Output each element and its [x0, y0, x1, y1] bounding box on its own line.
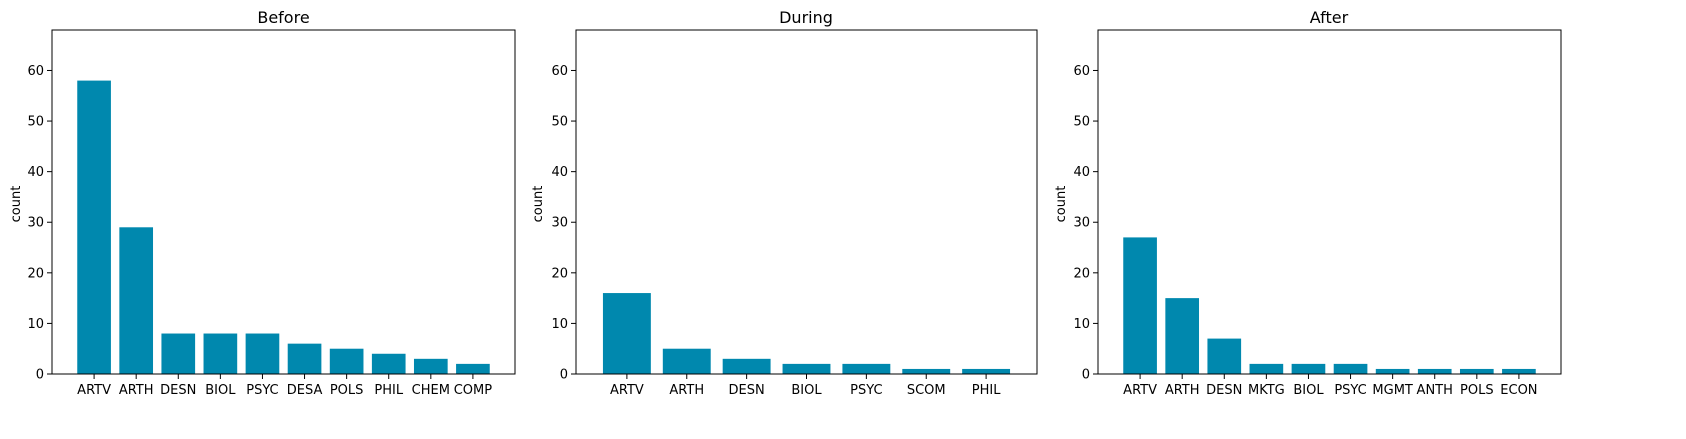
x-tick-label: SCOM [907, 383, 946, 398]
x-tick-label: BIOL [1293, 383, 1324, 398]
x-tick-label: BIOL [205, 383, 236, 398]
x-tick-label: DESN [1206, 383, 1242, 398]
y-tick-label: 30 [27, 216, 44, 231]
y-axis-label: count [9, 186, 24, 223]
y-tick-label: 50 [27, 115, 44, 130]
bar-artv [602, 293, 651, 374]
bar-phil [962, 368, 1011, 374]
x-tick-label: POLS [330, 383, 364, 398]
panel-before: Before count ARTV ARTH DESN BIOL PSYC DESA POL… [9, 8, 516, 398]
y-tick-label: 40 [1073, 165, 1090, 180]
x-tick-label: COMP [454, 383, 493, 398]
x-tick-label: PSYC [246, 383, 278, 398]
bar-mgmt [1375, 368, 1410, 374]
bar-pols [329, 348, 364, 374]
x-tick-label: ARTV [1123, 383, 1157, 398]
x-tick-label: ARTV [77, 383, 111, 398]
y-axis-label: count [1054, 186, 1069, 223]
y-tick-label: 0 [36, 368, 44, 383]
bar-desn [722, 358, 771, 374]
x-tick-label: PHIL [374, 383, 403, 398]
bar-arth [119, 227, 154, 374]
bar-psyc [842, 363, 891, 374]
bar-biol [1291, 363, 1326, 374]
x-tick-label: POLS [1460, 383, 1494, 398]
panel-during: During count ARTV ARTH DESN BIOL PSYC SCOM PHI… [531, 8, 1038, 398]
bar-chem [413, 358, 448, 374]
bar-mktg [1249, 363, 1284, 374]
bar-econ [1502, 368, 1536, 374]
x-tick-label: PSYC [1334, 383, 1366, 398]
x-tick-label: ARTH [1165, 383, 1200, 398]
y-tick-label: 10 [551, 317, 568, 332]
y-tick-label: 50 [1073, 115, 1090, 130]
bar-desn [1207, 338, 1242, 374]
x-tick-label: PSYC [850, 383, 882, 398]
y-axis-label: count [531, 186, 546, 223]
bar-phil [371, 353, 406, 374]
x-tick-label: ARTH [669, 383, 704, 398]
x-tick-label: ECON [1500, 383, 1537, 398]
y-tick-label: 40 [27, 165, 44, 180]
bar-biol [203, 333, 238, 374]
y-tick-label: 60 [27, 64, 44, 79]
bar-desn [161, 333, 196, 374]
axes-frame [51, 29, 516, 375]
y-tick-label: 0 [1082, 368, 1090, 383]
panel-title: Before [257, 8, 309, 27]
plot-area: ARTV ARTH DESN BIOL PSYC SCOM PHIL 0 10 20 30 40 50 6… [551, 29, 1038, 398]
panel-title: During [779, 8, 833, 27]
bar-artv [77, 80, 111, 374]
x-tick-label: DESN [160, 383, 196, 398]
axes-frame [1097, 29, 1562, 375]
y-tick-label: 40 [551, 165, 568, 180]
y-tick-label: 10 [1073, 317, 1090, 332]
x-tick-label: DESA [287, 383, 323, 398]
bar-scom [902, 368, 951, 374]
bar-psyc [1333, 363, 1368, 374]
x-tick-label: ARTV [610, 383, 644, 398]
plot-area: ARTV ARTH DESN MKTG BIOL PSYC MGMT ANTH POLS ECON… [1073, 29, 1562, 398]
x-tick-label: CHEM [412, 383, 450, 398]
y-tick-label: 60 [551, 64, 568, 79]
x-tick-label: MGMT [1372, 383, 1413, 398]
x-tick-label: ANTH [1417, 383, 1453, 398]
y-tick-label: 20 [1073, 266, 1090, 281]
x-tick-label: DESN [729, 383, 765, 398]
panel-after: After count ARTV ARTH DESN MKTG BIOL PSYC MGMT… [1054, 8, 1562, 398]
bar-desa [287, 343, 322, 374]
bar-anth [1417, 368, 1452, 374]
bar-comp [456, 363, 490, 374]
bar-artv [1123, 237, 1157, 374]
bar-arth [1165, 298, 1200, 374]
y-tick-label: 10 [27, 317, 44, 332]
bar-arth [662, 348, 711, 374]
y-tick-label: 30 [551, 216, 568, 231]
x-tick-label: ARTH [119, 383, 154, 398]
bar-psyc [245, 333, 280, 374]
bar-biol [782, 363, 831, 374]
bar-pols [1459, 368, 1494, 374]
plot-area: ARTV ARTH DESN BIOL PSYC DESA POLS PHIL CHEM COMP… [27, 29, 516, 398]
y-tick-label: 20 [27, 266, 44, 281]
x-tick-label: BIOL [791, 383, 822, 398]
y-tick-label: 60 [1073, 64, 1090, 79]
y-tick-label: 0 [560, 368, 568, 383]
x-tick-label: PHIL [972, 383, 1001, 398]
panel-title: After [1310, 8, 1349, 27]
x-tick-label: MKTG [1248, 383, 1285, 398]
y-tick-label: 30 [1073, 216, 1090, 231]
y-tick-label: 50 [551, 115, 568, 130]
y-tick-label: 20 [551, 266, 568, 281]
